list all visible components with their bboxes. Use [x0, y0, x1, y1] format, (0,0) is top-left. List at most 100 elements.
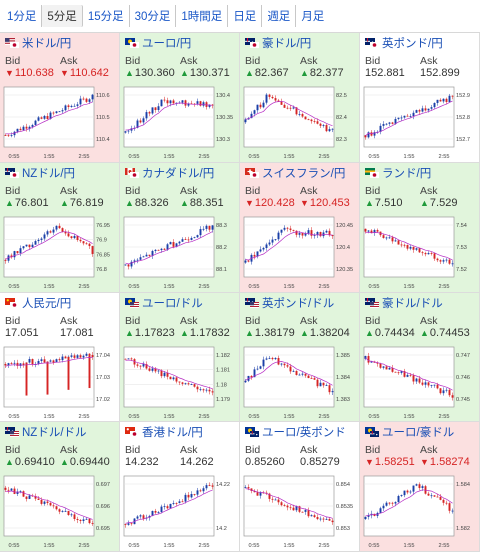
- chart-x-tick-label: 1:55: [44, 154, 55, 160]
- rate-card[interactable]: ランド/円 Bid Ask ▲7.510 ▲7.529 7.54 7.53 7.52 0:55 1…: [360, 162, 480, 293]
- candle-body: [331, 520, 334, 523]
- bid-value: ▲7.510: [365, 197, 402, 209]
- chart-x-tick-label: 0:55: [129, 154, 140, 160]
- ask-value: ▲1.38204: [300, 327, 350, 339]
- pair-title-link[interactable]: 香港ドル/円: [125, 424, 203, 440]
- tab-timeframe-3[interactable]: 30分足: [130, 5, 177, 27]
- pair-title-link[interactable]: 英ポンド/ドル: [245, 295, 334, 311]
- pair-title-link[interactable]: NZドル/円: [5, 165, 75, 181]
- candle-body: [439, 99, 442, 102]
- chart-container[interactable]: 76.95 76.9 76.85 76.8 0:55 1:55 2:55: [3, 213, 116, 291]
- candle-body: [397, 240, 400, 245]
- moving-average-line: [125, 359, 213, 389]
- chart-container[interactable]: 130.4 130.35 130.3 0:55 1:55 2:55: [123, 83, 236, 161]
- pair-title-link[interactable]: 人民元/円: [5, 295, 71, 311]
- pair-title-link[interactable]: スイスフラン/円: [245, 165, 345, 181]
- candle-body: [451, 394, 454, 398]
- rate-card[interactable]: NZドル/ドル Bid Ask ▲0.69410 ▲0.69440 0.697 0.696 0…: [0, 422, 120, 552]
- rate-card[interactable]: 香港ドル/円 Bid Ask 14.232 14.262 14.22 14.2 0:55 1:5…: [120, 422, 240, 552]
- candle-body: [433, 495, 436, 497]
- price-chart: 88.3 88.2 88.1 0:55 1:55 2:55: [123, 216, 227, 290]
- pair-title-link[interactable]: カナダドル/円: [125, 165, 214, 181]
- ask-number: 0.85279: [300, 456, 340, 469]
- bid-label: Bid: [125, 444, 141, 457]
- bid-number: 152.881: [365, 67, 405, 79]
- rate-card[interactable]: ユーロ/ドル Bid Ask ▲1.17823 ▲1.17832 1.182 1.181 1.…: [120, 292, 240, 423]
- ask-label: Ask: [60, 314, 78, 327]
- rate-card[interactable]: ユーロ/円 Bid Ask ▲130.360 ▲130.371 130.4 130.35 13…: [120, 33, 240, 163]
- candle-body: [196, 101, 199, 104]
- pair-title-link[interactable]: NZドル/ドル: [5, 424, 87, 440]
- rate-card[interactable]: 豪ドル/ドル Bid Ask ▲0.74434 ▲0.74453 0.747 0.746 0.…: [360, 292, 480, 423]
- chart-x-tick-label: 1:55: [44, 543, 55, 549]
- candle-body: [64, 231, 67, 234]
- ask-label: Ask: [300, 184, 318, 197]
- tab-timeframe-6[interactable]: 週足: [262, 5, 297, 27]
- rate-card[interactable]: カナダドル/円 Bid Ask ▲88.326 ▲88.351 88.3 88.2 88.1 0…: [120, 162, 240, 293]
- chart-container[interactable]: 7.54 7.53 7.52 0:55 1:55 2:55: [363, 213, 476, 291]
- bid-value: 152.881: [365, 67, 405, 79]
- chart-container[interactable]: 0.854 0.8535 0.853 0:55 1:55 2:55: [243, 472, 356, 550]
- candle-body: [61, 227, 64, 232]
- ask-value: 17.081: [60, 327, 94, 339]
- tab-timeframe-5[interactable]: 日足: [228, 5, 263, 27]
- pair-title-link[interactable]: ユーロ/ドル: [125, 295, 203, 311]
- chart-container[interactable]: 14.22 14.2 0:55 1:55 2:55: [123, 472, 236, 550]
- chart-y-tick-label: 0.854: [336, 482, 350, 488]
- candle-body: [412, 485, 415, 492]
- pair-title-link[interactable]: 豪ドル/円: [245, 35, 311, 51]
- chart-container[interactable]: 1.182 1.181 1.18 1.179 0:55 1:55 2:55: [123, 343, 236, 421]
- pair-title-link[interactable]: ユーロ/英ポンド: [245, 424, 346, 440]
- chart-container[interactable]: 152.9 152.8 152.7 0:55 1:55 2:55: [363, 83, 476, 161]
- rate-card[interactable]: 英ポンド/円 Bid Ask 152.881 152.899 152.9 152.8 152.…: [360, 33, 480, 163]
- pair-title-link[interactable]: 米ドル/円: [5, 35, 71, 51]
- tab-timeframe-2[interactable]: 15分足: [83, 5, 130, 27]
- chart-x-tick-label: 2:55: [79, 284, 90, 290]
- candle-body: [421, 486, 424, 489]
- rate-card[interactable]: 人民元/円 Bid Ask 17.051 17.081 17.04 17.03 17.02 0:…: [0, 292, 120, 423]
- rate-card[interactable]: 豪ドル/円 Bid Ask ▲82.367 ▲82.377 82.5 82.4 82.3 0:5…: [240, 33, 360, 163]
- tab-timeframe-4[interactable]: 1時間足: [176, 5, 229, 27]
- chart-container[interactable]: 88.3 88.2 88.1 0:55 1:55 2:55: [123, 213, 236, 291]
- candle-body: [313, 234, 316, 236]
- pair-title-link[interactable]: 豪ドル/ドル: [365, 295, 443, 311]
- down-arrow-icon: ▼: [365, 457, 374, 468]
- candle-body: [331, 234, 334, 236]
- chart-container[interactable]: 0.747 0.746 0.745 0:55 1:55 2:55: [363, 343, 476, 421]
- candle-body: [265, 357, 268, 360]
- candle-body: [202, 488, 205, 492]
- chart-container[interactable]: 0.697 0.696 0.695 0:55 1:55 2:55: [3, 472, 116, 550]
- pair-title-link[interactable]: ユーロ/円: [125, 35, 191, 51]
- up-arrow-icon: ▲: [5, 197, 14, 208]
- pair-title-link[interactable]: 英ポンド/円: [365, 35, 443, 51]
- currency-flag-icon: [125, 38, 142, 48]
- candle-body: [79, 98, 82, 105]
- bid-value: ▼110.638: [5, 67, 54, 79]
- rate-card[interactable]: ユーロ/豪ドル Bid Ask ▼1.58251 ▼1.58274 1.584 1.582 0…: [360, 422, 480, 552]
- chart-container[interactable]: 1.385 1.384 1.383 0:55 1:55 2:55: [243, 343, 356, 421]
- tab-timeframe-0[interactable]: 1分足: [2, 5, 43, 27]
- candle-body: [298, 374, 301, 375]
- pair-title-link[interactable]: ランド/円: [365, 165, 431, 181]
- candle-body: [412, 246, 415, 250]
- chart-container[interactable]: 110.6 110.5 110.4 0:55 1:55 2:55: [3, 83, 116, 161]
- rate-card[interactable]: スイスフラン/円 Bid Ask ▼120.428 ▼120.453 120.45 120.…: [240, 162, 360, 293]
- chart-container[interactable]: 1.584 1.582 0:55 1:55 2:55: [363, 472, 476, 550]
- chart-x-tick-label: 0:55: [9, 543, 20, 549]
- tab-timeframe-7[interactable]: 月足: [301, 11, 325, 23]
- pair-title-link[interactable]: ユーロ/豪ドル: [365, 424, 454, 440]
- candle-body: [19, 128, 22, 131]
- rate-card[interactable]: 米ドル/円 Bid Ask ▼110.638 ▼110.642 110.6 110.5 110…: [0, 33, 120, 163]
- chart-container[interactable]: 120.45 120.4 120.35 0:55 1:55 2:55: [243, 213, 356, 291]
- chart-container[interactable]: 82.5 82.4 82.3 0:55 1:55 2:55: [243, 83, 356, 161]
- chart-x-tick-label: 1:55: [404, 154, 415, 160]
- chart-container[interactable]: 17.04 17.03 17.02 0:55 1:55 2:55: [3, 343, 116, 421]
- candle-body: [136, 120, 139, 128]
- candle-body: [418, 110, 421, 112]
- rate-card[interactable]: 英ポンド/ドル Bid Ask ▲1.38179 ▲1.38204 1.385 1.384 1…: [240, 292, 360, 423]
- currency-flag-icon: [5, 297, 22, 308]
- tab-timeframe-1[interactable]: 5分足: [42, 5, 83, 27]
- candle-body: [367, 230, 370, 232]
- rate-card[interactable]: ユーロ/英ポンド Bid Ask 0.85260 0.85279 0.854 0.8535 0…: [240, 422, 360, 552]
- rate-card[interactable]: NZドル/円 Bid Ask ▲76.801 ▲76.819 76.95 76.9 76.85…: [0, 162, 120, 293]
